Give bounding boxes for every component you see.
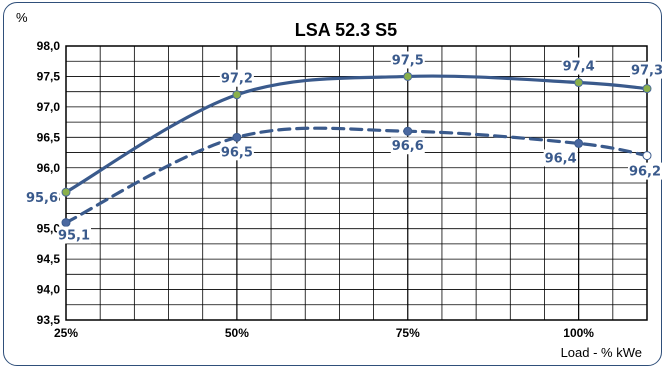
data-label: 97,2 <box>221 72 253 87</box>
data-label: 97,4 <box>563 60 595 75</box>
plot-border <box>65 45 648 321</box>
data-labels: 95,6 97,2 97,5 97,4 97,3 95,1 96,5 96,6 96,4 96,2 <box>25 51 664 244</box>
y-tick-label: 97,0 <box>37 100 61 114</box>
y-tick-label: 94,0 <box>37 283 61 297</box>
x-tick-label: 50% <box>225 326 249 340</box>
y-tick-label: 96,5 <box>37 130 61 144</box>
data-point <box>232 90 242 100</box>
data-label-bg <box>628 162 662 180</box>
data-point <box>403 126 413 136</box>
data-label: 96,5 <box>221 145 253 160</box>
x-axis-label: Load - % kWe <box>561 345 642 360</box>
data-label-bg <box>219 69 254 87</box>
y-axis-ticks: 93,594,094,595,095,596,096,597,097,598,0 <box>37 39 61 327</box>
data-label: 95,1 <box>58 229 90 244</box>
series <box>61 71 652 228</box>
data-label-bg <box>57 226 91 244</box>
data-label-bg <box>25 189 59 207</box>
data-label: 97,3 <box>631 64 663 79</box>
data-label: 95,6 <box>26 191 58 206</box>
data-label: 96,6 <box>392 139 424 154</box>
data-label: 96,4 <box>545 151 577 166</box>
data-label-bg <box>390 137 425 155</box>
chart-title: LSA 52.3 S5 <box>295 20 397 40</box>
y-axis-unit: % <box>16 10 28 25</box>
x-tick-label: 75% <box>396 326 420 340</box>
data-point <box>61 187 71 197</box>
data-label-bg <box>630 61 664 79</box>
data-label-bg <box>561 57 596 75</box>
data-label: 96,2 <box>629 165 661 180</box>
data-label-bg <box>390 51 425 69</box>
x-tick-label: 100% <box>563 326 594 340</box>
data-point <box>232 132 242 142</box>
data-label-bg <box>543 149 578 167</box>
data-point <box>642 151 652 161</box>
grid <box>66 46 647 320</box>
y-tick-label: 96,0 <box>37 161 61 175</box>
y-tick-label: 93,5 <box>37 313 61 327</box>
data-point <box>61 218 71 228</box>
data-point <box>574 78 584 88</box>
x-tick-label: 25% <box>54 326 78 340</box>
data-point <box>403 71 413 81</box>
series-line-dashed <box>64 126 649 225</box>
data-label: 97,5 <box>392 53 424 68</box>
data-label-bg <box>219 143 254 161</box>
y-tick-label: 94,5 <box>37 252 61 266</box>
y-tick-label: 95,0 <box>37 222 61 236</box>
chart-frame <box>3 2 662 366</box>
y-tick-label: 98,0 <box>37 39 61 53</box>
data-point <box>642 84 652 94</box>
x-axis-ticks: 25% 50% 75% 100% <box>54 326 594 340</box>
data-point <box>574 138 584 148</box>
y-tick-label: 97,5 <box>37 69 61 83</box>
